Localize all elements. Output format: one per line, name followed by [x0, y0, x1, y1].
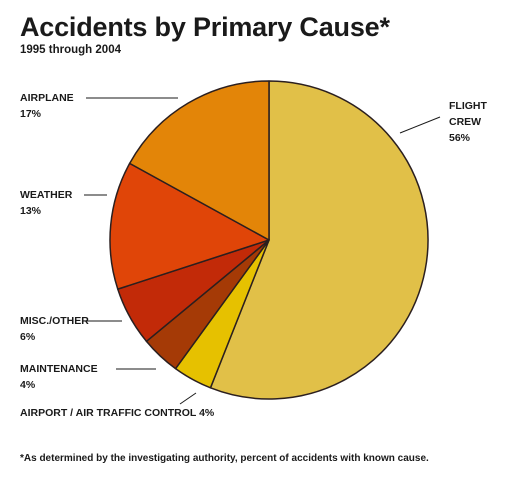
label-maintenance-name: MAINTENANCE — [20, 363, 98, 375]
label-misc-other-value: 6% — [20, 331, 36, 343]
label-flight-crew-line2: CREW — [449, 116, 482, 128]
label-misc-other: MISC./OTHER 6% — [20, 313, 89, 345]
label-airport-atc: AIRPORT / AIR TRAFFIC CONTROL 4% — [20, 405, 214, 421]
label-airplane-name: AIRPLANE — [20, 92, 74, 104]
label-weather: WEATHER 13% — [20, 187, 72, 219]
label-weather-value: 13% — [20, 205, 42, 217]
label-flight-crew-value: 56% — [449, 132, 471, 144]
label-maintenance-value: 4% — [20, 379, 36, 391]
chart-subtitle: 1995 through 2004 — [20, 44, 121, 56]
label-airplane-value: 17% — [20, 108, 42, 120]
label-maintenance: MAINTENANCE 4% — [20, 361, 98, 393]
slice-flight-crew — [209, 80, 429, 400]
chart-title: Accidents by Primary Cause* — [20, 12, 390, 42]
label-misc-other-name: MISC./OTHER — [20, 315, 89, 327]
slice-airplane — [128, 80, 270, 241]
label-flight-crew: FLIGHT CREW 56% — [449, 98, 487, 146]
label-airport-atc-name: AIRPORT / AIR TRAFFIC CONTROL 4% — [20, 407, 215, 419]
label-flight-crew-line1: FLIGHT — [449, 100, 487, 112]
leader-airport-atc — [179, 392, 197, 405]
label-airplane: AIRPLANE 17% — [20, 90, 74, 122]
label-weather-name: WEATHER — [20, 189, 73, 201]
chart-footnote: *As determined by the investigating auth… — [20, 453, 429, 464]
slice-weather — [109, 162, 270, 290]
leader-flight-crew — [399, 116, 441, 134]
